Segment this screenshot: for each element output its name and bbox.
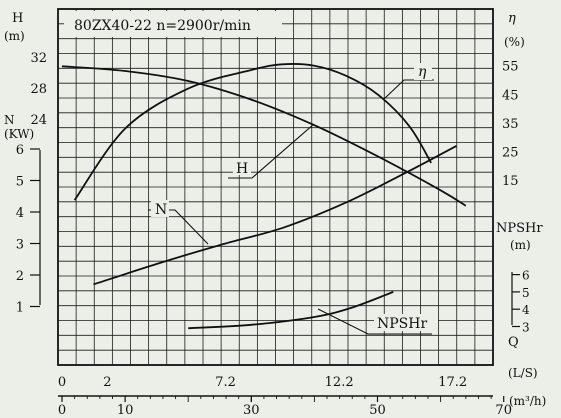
- h-leader-line: [228, 123, 315, 179]
- title-box: [64, 11, 282, 37]
- flow-m3h-tick-label: 50: [369, 403, 386, 418]
- npshr-axis-unit: (m): [510, 238, 531, 252]
- n-curve-label: N: [155, 202, 167, 218]
- npshr-tick-label: 4: [522, 303, 530, 317]
- flow-ls-tick-label: 17.2: [438, 375, 467, 390]
- h-tick-label: 28: [30, 82, 47, 97]
- npshr-tick-label: 6: [522, 269, 530, 283]
- flow-m3h-unit: (m³/h): [509, 394, 546, 408]
- flow-ls-tick-label: 7.2: [215, 375, 236, 390]
- h-tick-label: 24: [30, 113, 47, 128]
- n-tick-label: 1: [16, 301, 24, 316]
- n-axis-unit: (KW): [4, 127, 34, 141]
- n-tick-label: 6: [16, 143, 24, 158]
- chart-title: 80ZX40-22 n=2900r/min: [74, 18, 251, 34]
- h-curve-label: H: [236, 161, 248, 177]
- n-tick-label: 5: [16, 175, 24, 190]
- eta-tick-label: 15: [502, 174, 519, 189]
- flow-ls-tick-labels: 0 2 7.2 12.2 17.2: [58, 375, 467, 390]
- flow-m3h-tick-label: 0: [58, 403, 66, 418]
- npshr-tick-label: 5: [522, 286, 530, 300]
- eta-tick-label: 45: [502, 88, 519, 103]
- flow-m3h-tick-labels: 0 10 30 50 70: [58, 396, 512, 418]
- npshr-curve: [188, 291, 394, 330]
- flow-ls-unit: (L/S): [508, 366, 538, 380]
- eta-tick-labels: 55 45 35 25 15: [502, 60, 519, 189]
- eta-label-box: [414, 63, 432, 80]
- efficiency-curve: [73, 63, 432, 201]
- eta-axis-label: η: [508, 11, 516, 26]
- h-label-box: [233, 158, 251, 175]
- eta-curve-label: η: [418, 64, 427, 80]
- eta-tick-label: 55: [502, 60, 519, 75]
- eta-tick-label: 25: [502, 146, 519, 161]
- flow-ls-tick-label: 0: [58, 375, 66, 390]
- q-axis-label: Q: [508, 335, 519, 350]
- flow-ls-tick-label: 2: [103, 375, 111, 390]
- npshr-leader-line: [317, 308, 432, 335]
- flow-m3h-tick-label: 30: [243, 403, 260, 418]
- n-tick-label: 2: [16, 269, 24, 284]
- h-axis-unit: (m): [4, 29, 25, 43]
- npshr-tick-labels: 6 5 4 3: [512, 269, 530, 335]
- npshr-tick-label: 3: [522, 321, 530, 335]
- n-label-box: [151, 200, 169, 217]
- performance-curves: [61, 63, 467, 330]
- n-tick-labels: 1 2 3 4 5 6: [16, 143, 40, 316]
- h-tick-label: 32: [30, 51, 47, 66]
- npshr-label-box: [374, 314, 438, 331]
- power-curve: [93, 145, 457, 286]
- n-axis-label: N: [4, 113, 15, 127]
- eta-tick-label: 35: [502, 117, 519, 132]
- head-curve: [61, 65, 467, 207]
- flow-ls-tick-label: 12.2: [325, 375, 354, 390]
- n-tick-label: 4: [16, 206, 24, 221]
- flow-m3h-tick-label: 70: [495, 403, 512, 418]
- npshr-axis-label: NPSHr: [496, 221, 543, 236]
- eta-axis-unit: (%): [504, 35, 525, 49]
- n-tick-label: 3: [16, 238, 24, 253]
- flow-m3h-tick-label: 10: [117, 403, 134, 418]
- h-axis-label: H: [12, 11, 23, 26]
- npshr-curve-label: NPSHr: [377, 316, 427, 332]
- h-tick-labels: 32 28 24: [30, 51, 47, 128]
